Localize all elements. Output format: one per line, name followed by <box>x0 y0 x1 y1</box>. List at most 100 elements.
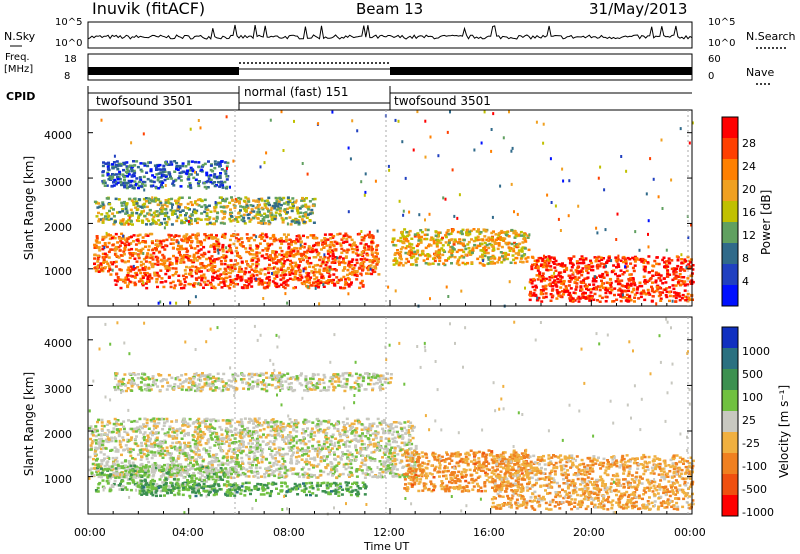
data-cell <box>196 198 200 202</box>
data-cell <box>286 452 289 456</box>
data-cell <box>295 199 298 203</box>
data-cell <box>318 272 322 275</box>
data-cell <box>212 236 216 239</box>
data-cell <box>663 288 667 291</box>
data-cell <box>460 254 464 258</box>
data-cell <box>125 209 129 213</box>
data-cell <box>353 429 357 432</box>
data-cell <box>292 272 296 275</box>
data-cell <box>623 257 627 260</box>
data-cell <box>363 248 367 252</box>
data-cell <box>158 223 162 226</box>
data-cell <box>93 200 97 204</box>
data-cell <box>147 279 151 282</box>
data-cell <box>96 257 100 261</box>
data-cell <box>213 207 217 210</box>
data-cell <box>663 265 666 269</box>
data-cell <box>304 205 308 208</box>
data-cell <box>109 261 113 264</box>
data-cell <box>111 235 115 239</box>
data-cell <box>318 268 322 272</box>
data-cell <box>195 278 199 281</box>
data-cell <box>232 452 236 455</box>
data-cell <box>326 445 330 449</box>
data-cell <box>650 289 654 293</box>
data-cell <box>133 267 137 270</box>
data-cell <box>409 248 413 252</box>
data-cell <box>325 280 329 283</box>
data-cell <box>639 292 643 295</box>
data-cell <box>165 264 169 268</box>
data-cell <box>536 296 539 300</box>
data-cell <box>282 233 286 236</box>
data-cell <box>200 199 203 202</box>
data-cell <box>610 259 613 263</box>
data-cell <box>277 200 281 203</box>
data-cell <box>275 262 279 265</box>
data-cell <box>517 251 521 255</box>
data-cell <box>146 275 150 278</box>
data-cell <box>236 200 240 203</box>
data-cell <box>280 198 284 202</box>
data-cell <box>560 264 564 267</box>
data-cell <box>270 217 274 221</box>
data-cell <box>150 240 154 243</box>
data-cell <box>258 251 262 255</box>
data-cell <box>180 238 184 241</box>
data-cell <box>268 446 272 449</box>
data-cell <box>296 212 300 215</box>
data-cell <box>429 135 432 139</box>
data-cell <box>204 218 208 221</box>
data-cell <box>255 273 259 277</box>
data-cell <box>176 215 179 219</box>
data-cell <box>116 241 120 244</box>
data-cell <box>193 247 197 250</box>
data-cell <box>98 446 102 449</box>
data-cell <box>90 467 94 470</box>
x-tick-label: 20:00 <box>573 526 605 539</box>
data-cell <box>203 185 207 189</box>
data-cell <box>265 151 268 155</box>
data-cell <box>338 433 342 436</box>
data-cell <box>554 204 557 208</box>
data-cell <box>133 257 137 260</box>
data-cell <box>293 201 297 204</box>
data-cell <box>143 180 147 184</box>
data-cell <box>450 262 453 265</box>
data-cell <box>570 266 574 269</box>
data-cell <box>314 286 317 290</box>
data-cell <box>221 250 225 253</box>
data-cell <box>130 169 134 172</box>
data-cell <box>164 184 167 187</box>
data-cell <box>520 254 524 258</box>
data-cell <box>655 302 658 306</box>
data-cell <box>490 236 494 240</box>
data-cell <box>253 417 257 421</box>
data-cell <box>375 425 379 428</box>
data-cell <box>353 270 357 273</box>
data-cell <box>542 296 546 299</box>
data-cell <box>182 261 186 264</box>
data-cell <box>617 265 621 268</box>
data-cell <box>216 274 220 277</box>
data-cell <box>238 242 242 246</box>
data-cell <box>131 457 135 460</box>
data-cell <box>437 263 441 266</box>
data-cell <box>216 269 220 273</box>
data-cell <box>192 176 196 180</box>
data-cell <box>95 246 99 249</box>
data-cell <box>577 295 581 299</box>
data-cell <box>584 257 588 260</box>
data-cell <box>141 180 145 184</box>
data-cell <box>551 285 555 288</box>
data-cell <box>158 454 162 457</box>
data-cell <box>395 468 399 471</box>
data-cell <box>205 236 209 239</box>
data-cell <box>291 197 295 200</box>
data-cell <box>360 279 364 283</box>
data-cell <box>106 165 110 168</box>
data-cell <box>164 244 168 247</box>
data-cell <box>188 222 191 226</box>
data-cell <box>181 424 185 427</box>
data-cell <box>605 264 607 268</box>
